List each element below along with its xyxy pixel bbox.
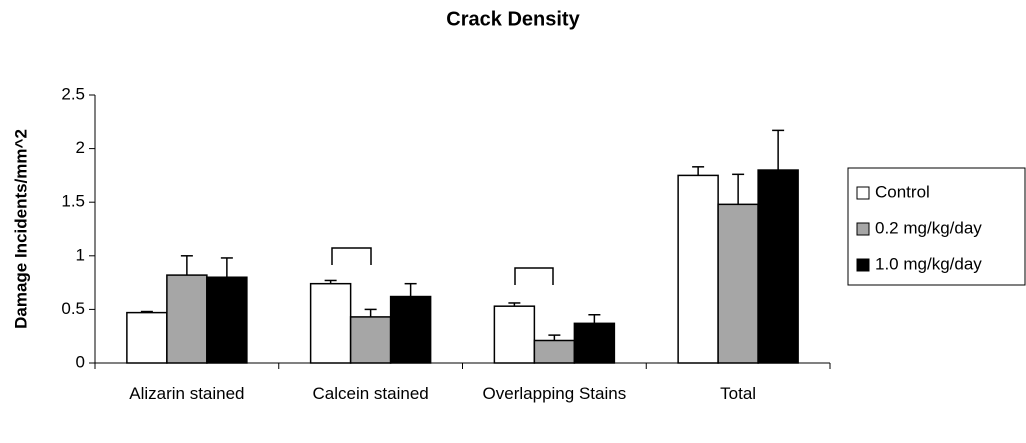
legend-label: 1.0 mg/kg/day bbox=[875, 254, 982, 273]
legend-box bbox=[847, 167, 1026, 286]
significance-bracket bbox=[514, 267, 554, 285]
legend-label: Control bbox=[875, 182, 930, 201]
bar bbox=[166, 274, 208, 364]
bar bbox=[389, 295, 432, 364]
bar bbox=[533, 339, 576, 364]
x-tick-label: Alizarin stained bbox=[129, 384, 245, 403]
y-tick-label: 2 bbox=[76, 138, 85, 157]
x-tick-label: Overlapping Stains bbox=[482, 384, 627, 403]
bar bbox=[493, 305, 536, 364]
x-tick-label: Total bbox=[720, 384, 757, 403]
bar bbox=[126, 311, 168, 364]
bar bbox=[677, 174, 719, 364]
y-tick-label: 1.5 bbox=[61, 192, 85, 211]
legend-swatch bbox=[856, 258, 870, 272]
y-tick-label: 0.5 bbox=[61, 299, 85, 318]
y-axis-title: Damage Incidents/mm^2 bbox=[11, 129, 30, 329]
bar bbox=[206, 276, 248, 364]
y-tick-label: 0 bbox=[76, 352, 85, 371]
bar bbox=[309, 282, 352, 364]
legend-swatch bbox=[856, 222, 870, 236]
significance-bracket bbox=[331, 247, 372, 265]
chart-title: Crack Density bbox=[446, 8, 580, 30]
bar bbox=[717, 203, 759, 364]
bar bbox=[349, 316, 392, 364]
legend-label: 0.2 mg/kg/day bbox=[875, 218, 982, 237]
legend-swatch bbox=[856, 186, 870, 200]
bar bbox=[757, 169, 799, 364]
bar bbox=[573, 322, 616, 364]
y-tick-label: 1 bbox=[76, 245, 85, 264]
y-tick-label: 2.5 bbox=[61, 84, 85, 103]
x-tick-label: Calcein stained bbox=[312, 384, 429, 403]
